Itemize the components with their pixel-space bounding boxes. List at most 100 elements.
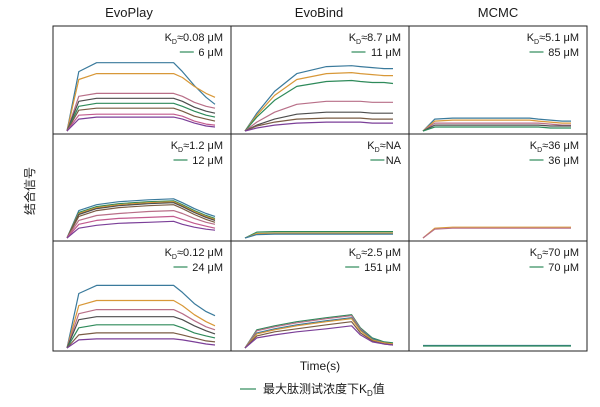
sensorgram-curve bbox=[66, 202, 216, 239]
sensorgram-curve bbox=[244, 233, 393, 239]
caption-subscript: D bbox=[367, 389, 373, 398]
kd-k: K bbox=[527, 32, 535, 44]
sensorgram-curve bbox=[66, 338, 216, 349]
sensorgram-curve bbox=[422, 117, 571, 132]
sensorgram-curve bbox=[244, 231, 393, 239]
sensorgram-curve bbox=[66, 198, 216, 239]
sensorgram-curve bbox=[244, 71, 393, 132]
kd-k: K bbox=[530, 140, 538, 152]
sensorgram-curve bbox=[244, 65, 393, 132]
sensorgram-curve bbox=[66, 204, 216, 239]
sensorgram-curve bbox=[422, 122, 571, 132]
max-concentration-label: 12 μM bbox=[192, 155, 223, 167]
kd-subscript: D bbox=[375, 147, 380, 154]
kd-value: ≈NA bbox=[380, 140, 402, 152]
kd-value: ≈1.2 μM bbox=[183, 140, 223, 152]
panel-evoplay-0: KD≈0.08 μM 6 μM bbox=[52, 25, 232, 135]
kd-k: K bbox=[165, 247, 173, 259]
sensorgram-curve bbox=[66, 316, 216, 349]
kd-label: KD≈NA bbox=[367, 140, 401, 154]
max-concentration-label: 85 μM bbox=[548, 47, 579, 59]
column-title-mcmc: MCMC bbox=[478, 5, 518, 20]
kd-k: K bbox=[349, 32, 357, 44]
kd-value: ≈70 μM bbox=[542, 247, 579, 259]
sensorgram-curve bbox=[66, 332, 216, 349]
sensorgram-curve bbox=[66, 116, 216, 132]
sensorgram-curve bbox=[244, 111, 393, 132]
kd-value: ≈5.1 μM bbox=[539, 32, 579, 44]
sensorgram-curve bbox=[244, 321, 394, 349]
sensorgram-curve bbox=[66, 62, 216, 132]
sensorgram-curve bbox=[66, 324, 216, 349]
kd-label: KD≈0.12 μM bbox=[165, 247, 223, 261]
kd-subscript: D bbox=[172, 39, 177, 46]
caption-suffix: 值 bbox=[373, 381, 385, 396]
column-title-evoplay: EvoPlay bbox=[105, 5, 153, 20]
kd-label: KD≈70 μM bbox=[530, 247, 579, 261]
kd-k: K bbox=[367, 140, 375, 152]
max-concentration-label: 36 μM bbox=[548, 155, 579, 167]
sensorgram-curve bbox=[422, 226, 571, 239]
sensorgram-curve bbox=[66, 102, 216, 132]
max-concentration-label: NA bbox=[386, 155, 402, 167]
kd-k: K bbox=[530, 247, 538, 259]
kd-k: K bbox=[171, 140, 179, 152]
x-axis-title: Time(s) bbox=[300, 359, 340, 373]
sensorgram-curve bbox=[66, 215, 216, 239]
max-concentration-label: 24 μM bbox=[192, 262, 223, 274]
kd-subscript: D bbox=[356, 39, 361, 46]
kd-subscript: D bbox=[537, 254, 542, 261]
sensorgram-curve bbox=[244, 100, 393, 132]
kd-subscript: D bbox=[534, 39, 539, 46]
sensorgram-curve bbox=[66, 92, 216, 132]
kd-label: KD≈5.1 μM bbox=[527, 32, 579, 46]
kd-subscript: D bbox=[537, 147, 542, 154]
sensorgram-curve bbox=[66, 107, 216, 132]
sensorgram-curve bbox=[66, 72, 216, 132]
sensorgram-curve bbox=[422, 124, 571, 132]
kd-subscript: D bbox=[178, 147, 183, 154]
kd-k: K bbox=[165, 32, 173, 44]
sensorgram-curve bbox=[244, 325, 394, 349]
caption-text: 最大肽测试浓度下KD值 bbox=[263, 381, 385, 398]
sensorgram-curve bbox=[66, 284, 216, 349]
sensorgram-curve bbox=[66, 97, 216, 132]
sensorgram-curve bbox=[422, 227, 571, 239]
sensorgram-curve bbox=[66, 210, 216, 239]
kd-value: ≈0.08 μM bbox=[177, 32, 223, 44]
caption: 最大肽测试浓度下KD值 bbox=[240, 381, 385, 398]
sensorgram-curve bbox=[244, 314, 394, 349]
kd-value: ≈0.12 μM bbox=[177, 247, 223, 259]
sensorgram-curve bbox=[66, 201, 216, 239]
max-concentration-label: 11 μM bbox=[371, 47, 401, 59]
panel-frame bbox=[408, 240, 588, 352]
sensorgram-curve bbox=[244, 318, 394, 349]
sensorgram-curve bbox=[66, 113, 216, 132]
kd-k: K bbox=[349, 247, 357, 259]
max-concentration-label: 70 μM bbox=[548, 262, 579, 274]
sensorgram-curve bbox=[66, 220, 216, 239]
y-axis-title: 结合信号 bbox=[22, 167, 37, 215]
sensorgram-curve bbox=[422, 119, 571, 132]
max-concentration-label: 6 μM bbox=[198, 47, 223, 59]
sensorgram-curve bbox=[244, 232, 393, 239]
kd-subscript: D bbox=[172, 254, 177, 261]
sensorgram-curve bbox=[244, 121, 393, 132]
sensorgram-curve bbox=[66, 299, 216, 349]
kd-label: KD≈8.7 μM bbox=[349, 32, 401, 46]
max-concentration-label: 151 μM bbox=[364, 262, 401, 274]
sensorgram-curve bbox=[244, 117, 393, 132]
kd-subscript: D bbox=[356, 254, 361, 261]
kd-label: KD≈2.5 μM bbox=[349, 247, 401, 261]
column-title-evobind: EvoBind bbox=[295, 5, 343, 20]
kd-value: ≈8.7 μM bbox=[361, 32, 401, 44]
sensorgram-curve bbox=[244, 79, 394, 132]
sensorgram-curve bbox=[66, 309, 216, 349]
